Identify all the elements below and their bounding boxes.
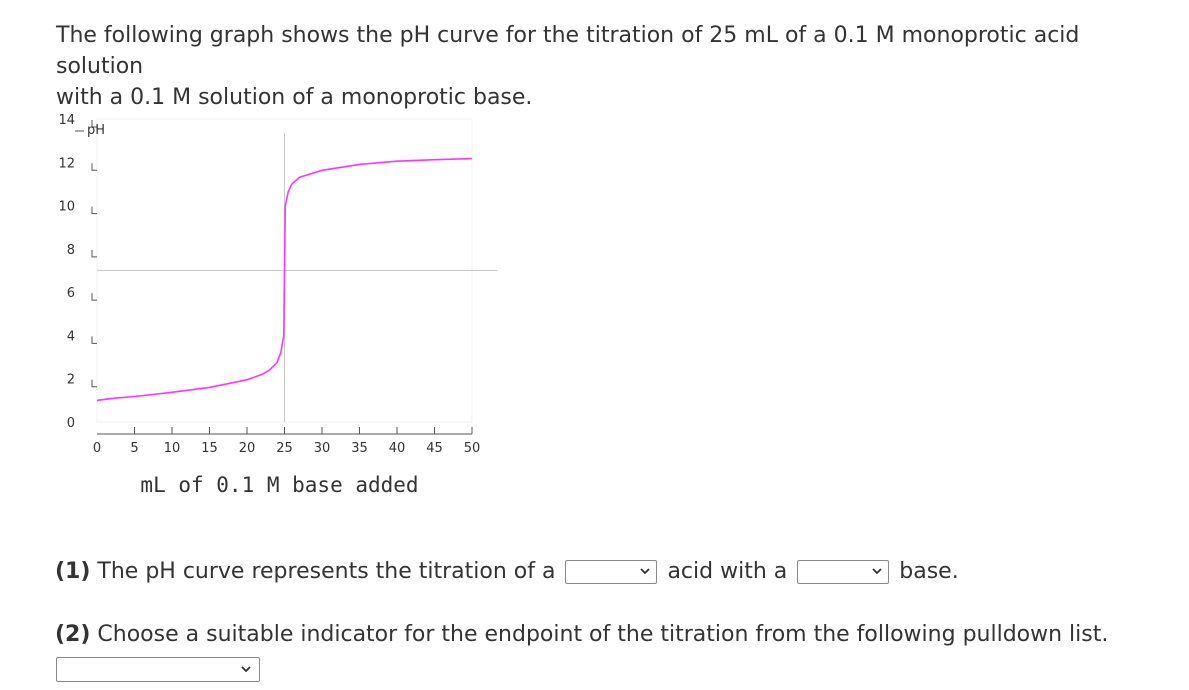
x-tick-label: 5: [130, 441, 138, 456]
acid-strength-select[interactable]: [565, 560, 658, 584]
problem-intro: The following graph shows the pH curve f…: [56, 20, 1146, 113]
question-1-text-c: base.: [899, 559, 959, 584]
x-tick-label: 20: [239, 441, 256, 456]
ph-titration-chart: 0 2 4 6 8 10 12 14 pH 0 5 10 15 20 25 30 35 40 45 50 mL of 0…: [40, 105, 520, 515]
question-1-number: (1): [55, 559, 91, 584]
y-axis-label: pH: [87, 123, 105, 138]
question-2-text: Choose a suitable indicator for the endp…: [97, 622, 1109, 647]
x-axis-label: mL of 0.1 M base added: [140, 473, 418, 497]
y-tick-label: 14: [58, 113, 75, 128]
y-tick-mark: [91, 163, 97, 171]
y-tick-label: 10: [58, 200, 75, 215]
question-1: (1) The pH curve represents the titratio…: [55, 559, 959, 584]
question-2-number: (2): [55, 622, 91, 647]
y-tick-label: 4: [67, 329, 75, 344]
question-1-text-b: acid with a: [667, 559, 788, 584]
question-2: (2) Choose a suitable indicator for the …: [55, 622, 1108, 647]
y-tick-mark: [91, 336, 97, 344]
chevron-down-icon: [640, 568, 651, 575]
chart-svg: 0 2 4 6 8 10 12 14 pH 0 5 10 15 20 25 30 35 40 45 50 mL of 0…: [58, 113, 497, 497]
x-tick-label: 0: [93, 441, 101, 456]
x-tick-label: 10: [164, 441, 181, 456]
x-tick-label: 45: [426, 441, 443, 456]
intro-line-1: The following graph shows the pH curve f…: [56, 23, 1080, 79]
x-tick-label: 35: [351, 441, 368, 456]
x-tick-label: 50: [464, 441, 481, 456]
x-tick-label: 30: [314, 441, 331, 456]
y-tick-mark: [91, 379, 97, 388]
y-tick-label: 12: [58, 156, 75, 171]
y-tick-label: 6: [67, 286, 75, 301]
y-tick-label: 8: [67, 243, 75, 258]
chevron-down-icon: [872, 568, 882, 575]
x-tick-label: 40: [389, 441, 406, 456]
chevron-down-icon: [241, 666, 251, 673]
indicator-select[interactable]: [56, 657, 260, 682]
y-tick-mark: [91, 120, 97, 128]
y-tick-mark: [91, 249, 97, 258]
intro-line-2: with a 0.1 M solution of a monoprotic ba…: [56, 85, 533, 110]
ph-curve-series: [96, 157, 473, 402]
y-tick-label: 2: [67, 373, 75, 388]
question-1-text-a: The pH curve represents the titration of…: [97, 559, 556, 584]
x-tick-label: 15: [201, 441, 218, 456]
base-strength-select[interactable]: [797, 560, 890, 584]
y-tick-mark: [91, 293, 97, 301]
y-tick-label: 0: [67, 416, 75, 431]
y-tick-mark: [91, 206, 97, 215]
x-tick-label: 25: [276, 441, 293, 456]
